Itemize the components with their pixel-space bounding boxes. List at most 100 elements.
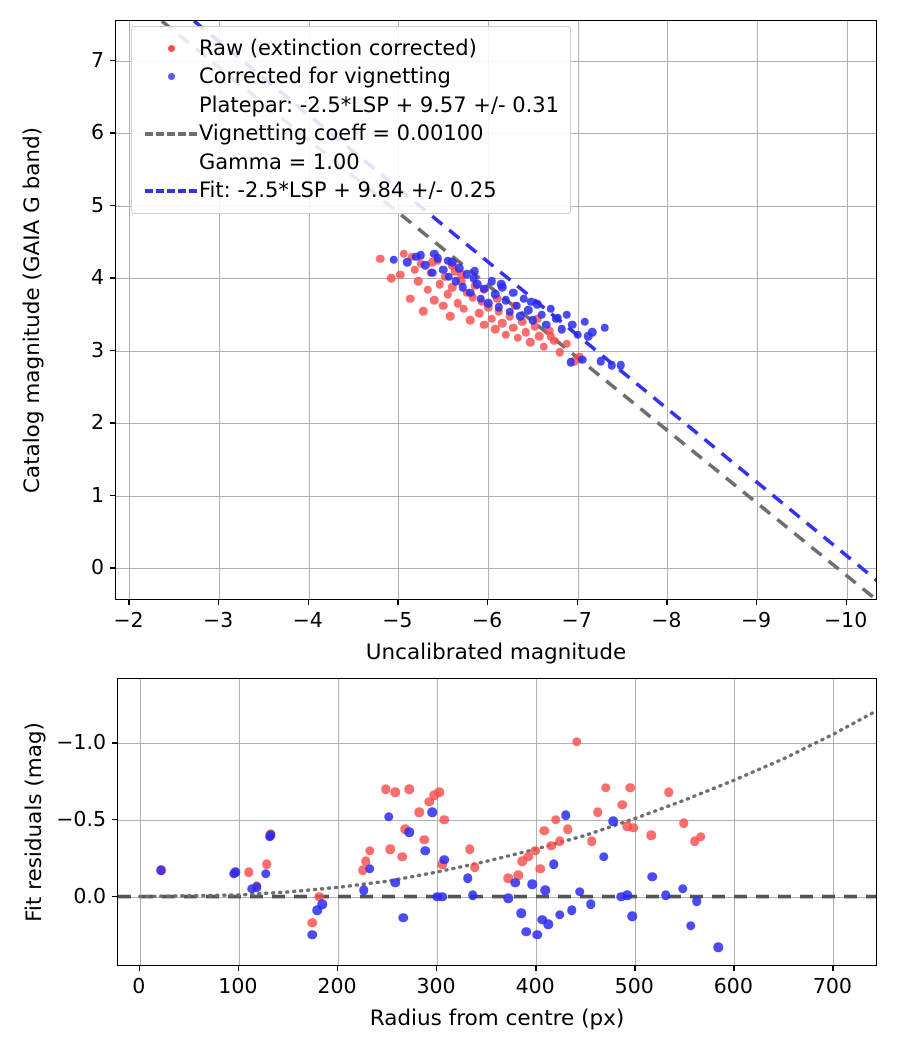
data-point-raw — [572, 737, 582, 747]
data-point-raw — [530, 845, 540, 856]
y-tick-label: −1.0 — [56, 730, 106, 755]
x-tick-label: −2 — [113, 608, 144, 632]
top-y-axis-label: Catalog magnitude (GAIA G band) — [20, 126, 45, 494]
data-point-corrected — [532, 930, 542, 940]
data-point-corrected — [428, 268, 437, 277]
data-point-corrected — [533, 300, 542, 309]
data-point-corrected — [546, 304, 556, 314]
y-tick-mark — [110, 132, 115, 134]
data-point-corrected — [567, 905, 577, 916]
data-point-raw — [490, 324, 500, 334]
data-point-corrected — [573, 330, 582, 340]
data-point-raw — [664, 787, 674, 798]
legend-marker-red-dot-icon — [167, 44, 175, 52]
data-point-raw — [407, 252, 417, 261]
data-point-corrected — [627, 911, 637, 922]
x-tick-label: 300 — [416, 974, 456, 998]
data-point-corrected — [312, 905, 322, 916]
legend-entry-label: Corrected for vignetting — [199, 64, 451, 89]
data-point-raw — [563, 824, 573, 834]
data-point-raw — [600, 783, 611, 793]
legend-key-empty — [145, 160, 197, 164]
legend-entry: Gamma = 1.00 — [143, 148, 559, 177]
data-point-corrected — [691, 896, 702, 906]
data-point-raw — [503, 873, 514, 883]
data-point-raw — [360, 856, 371, 867]
data-point-corrected — [678, 884, 688, 894]
gridline-vertical — [833, 679, 835, 965]
data-point-corrected — [516, 311, 525, 321]
data-point-corrected — [462, 269, 471, 279]
data-point-corrected — [528, 316, 538, 325]
data-point-raw — [419, 835, 429, 845]
gridline-vertical — [139, 679, 141, 965]
x-tick-mark — [307, 600, 310, 605]
data-point-raw — [517, 317, 527, 327]
gridline-vertical — [756, 21, 758, 599]
data-point-raw — [544, 326, 554, 335]
data-point-raw — [261, 859, 272, 870]
data-point-corrected — [537, 914, 547, 925]
gridline-horizontal — [116, 423, 876, 425]
data-point-corrected — [685, 920, 696, 931]
data-point-raw — [530, 321, 539, 331]
data-point-raw — [483, 303, 493, 312]
data-point-corrected — [421, 261, 430, 270]
data-point-raw — [314, 891, 324, 902]
data-point-raw — [244, 867, 254, 877]
y-tick-label: 1 — [90, 482, 104, 507]
x-tick-mark — [336, 966, 339, 971]
data-point-raw — [492, 294, 502, 303]
data-point-raw — [465, 844, 475, 854]
gridline-horizontal — [118, 819, 876, 821]
x-tick-mark — [845, 600, 847, 605]
x-tick-label: −8 — [651, 608, 682, 632]
data-point-raw — [364, 845, 375, 856]
data-point-raw — [625, 783, 636, 793]
data-point-corrected — [427, 807, 437, 818]
legend-entry: Fit: -2.5*LSP + 9.84 +/- 0.25 — [143, 177, 559, 206]
y-tick-mark — [112, 895, 117, 897]
y-tick-label: 0 — [90, 555, 104, 580]
gridline-vertical — [536, 679, 538, 965]
data-point-corrected — [398, 913, 409, 923]
data-point-corrected — [412, 252, 421, 261]
data-point-corrected — [512, 301, 521, 311]
x-tick-label: −6 — [471, 608, 503, 632]
data-point-raw — [689, 836, 700, 847]
data-point-raw — [410, 265, 419, 274]
data-point-corrected — [585, 899, 596, 909]
x-tick-label: 100 — [218, 974, 258, 998]
data-point-corrected — [598, 851, 609, 862]
data-point-raw — [413, 277, 423, 286]
data-point-raw — [428, 258, 437, 267]
data-point-corrected — [562, 310, 572, 319]
data-point-corrected — [549, 859, 559, 870]
data-point-corrected — [307, 930, 317, 940]
data-point-raw — [474, 308, 484, 318]
data-point-raw — [517, 856, 528, 867]
gridline-vertical — [635, 679, 637, 965]
y-tick-label: 6 — [90, 120, 104, 145]
data-point-corrected — [476, 294, 486, 303]
data-point-raw — [358, 865, 368, 876]
data-point-raw — [397, 851, 408, 862]
data-point-corrected — [519, 294, 529, 303]
x-tick-label: 700 — [812, 974, 852, 998]
data-point-corrected — [490, 290, 500, 299]
data-point-raw — [450, 266, 460, 276]
data-point-corrected — [557, 324, 566, 334]
data-point-corrected — [430, 249, 439, 258]
gridline-horizontal — [116, 278, 876, 280]
data-point-corrected — [444, 272, 453, 282]
gridline-vertical — [846, 21, 848, 599]
data-point-corrected — [455, 263, 464, 273]
x-tick-mark — [397, 600, 399, 605]
data-point-corrected — [555, 910, 565, 920]
x-tick-label: 500 — [614, 974, 654, 998]
data-point-corrected — [543, 919, 553, 929]
data-point-corrected — [497, 279, 506, 289]
legend-marker-blue-dot-icon — [167, 73, 175, 81]
data-point-corrected — [494, 303, 504, 312]
data-point-corrected — [364, 864, 375, 874]
